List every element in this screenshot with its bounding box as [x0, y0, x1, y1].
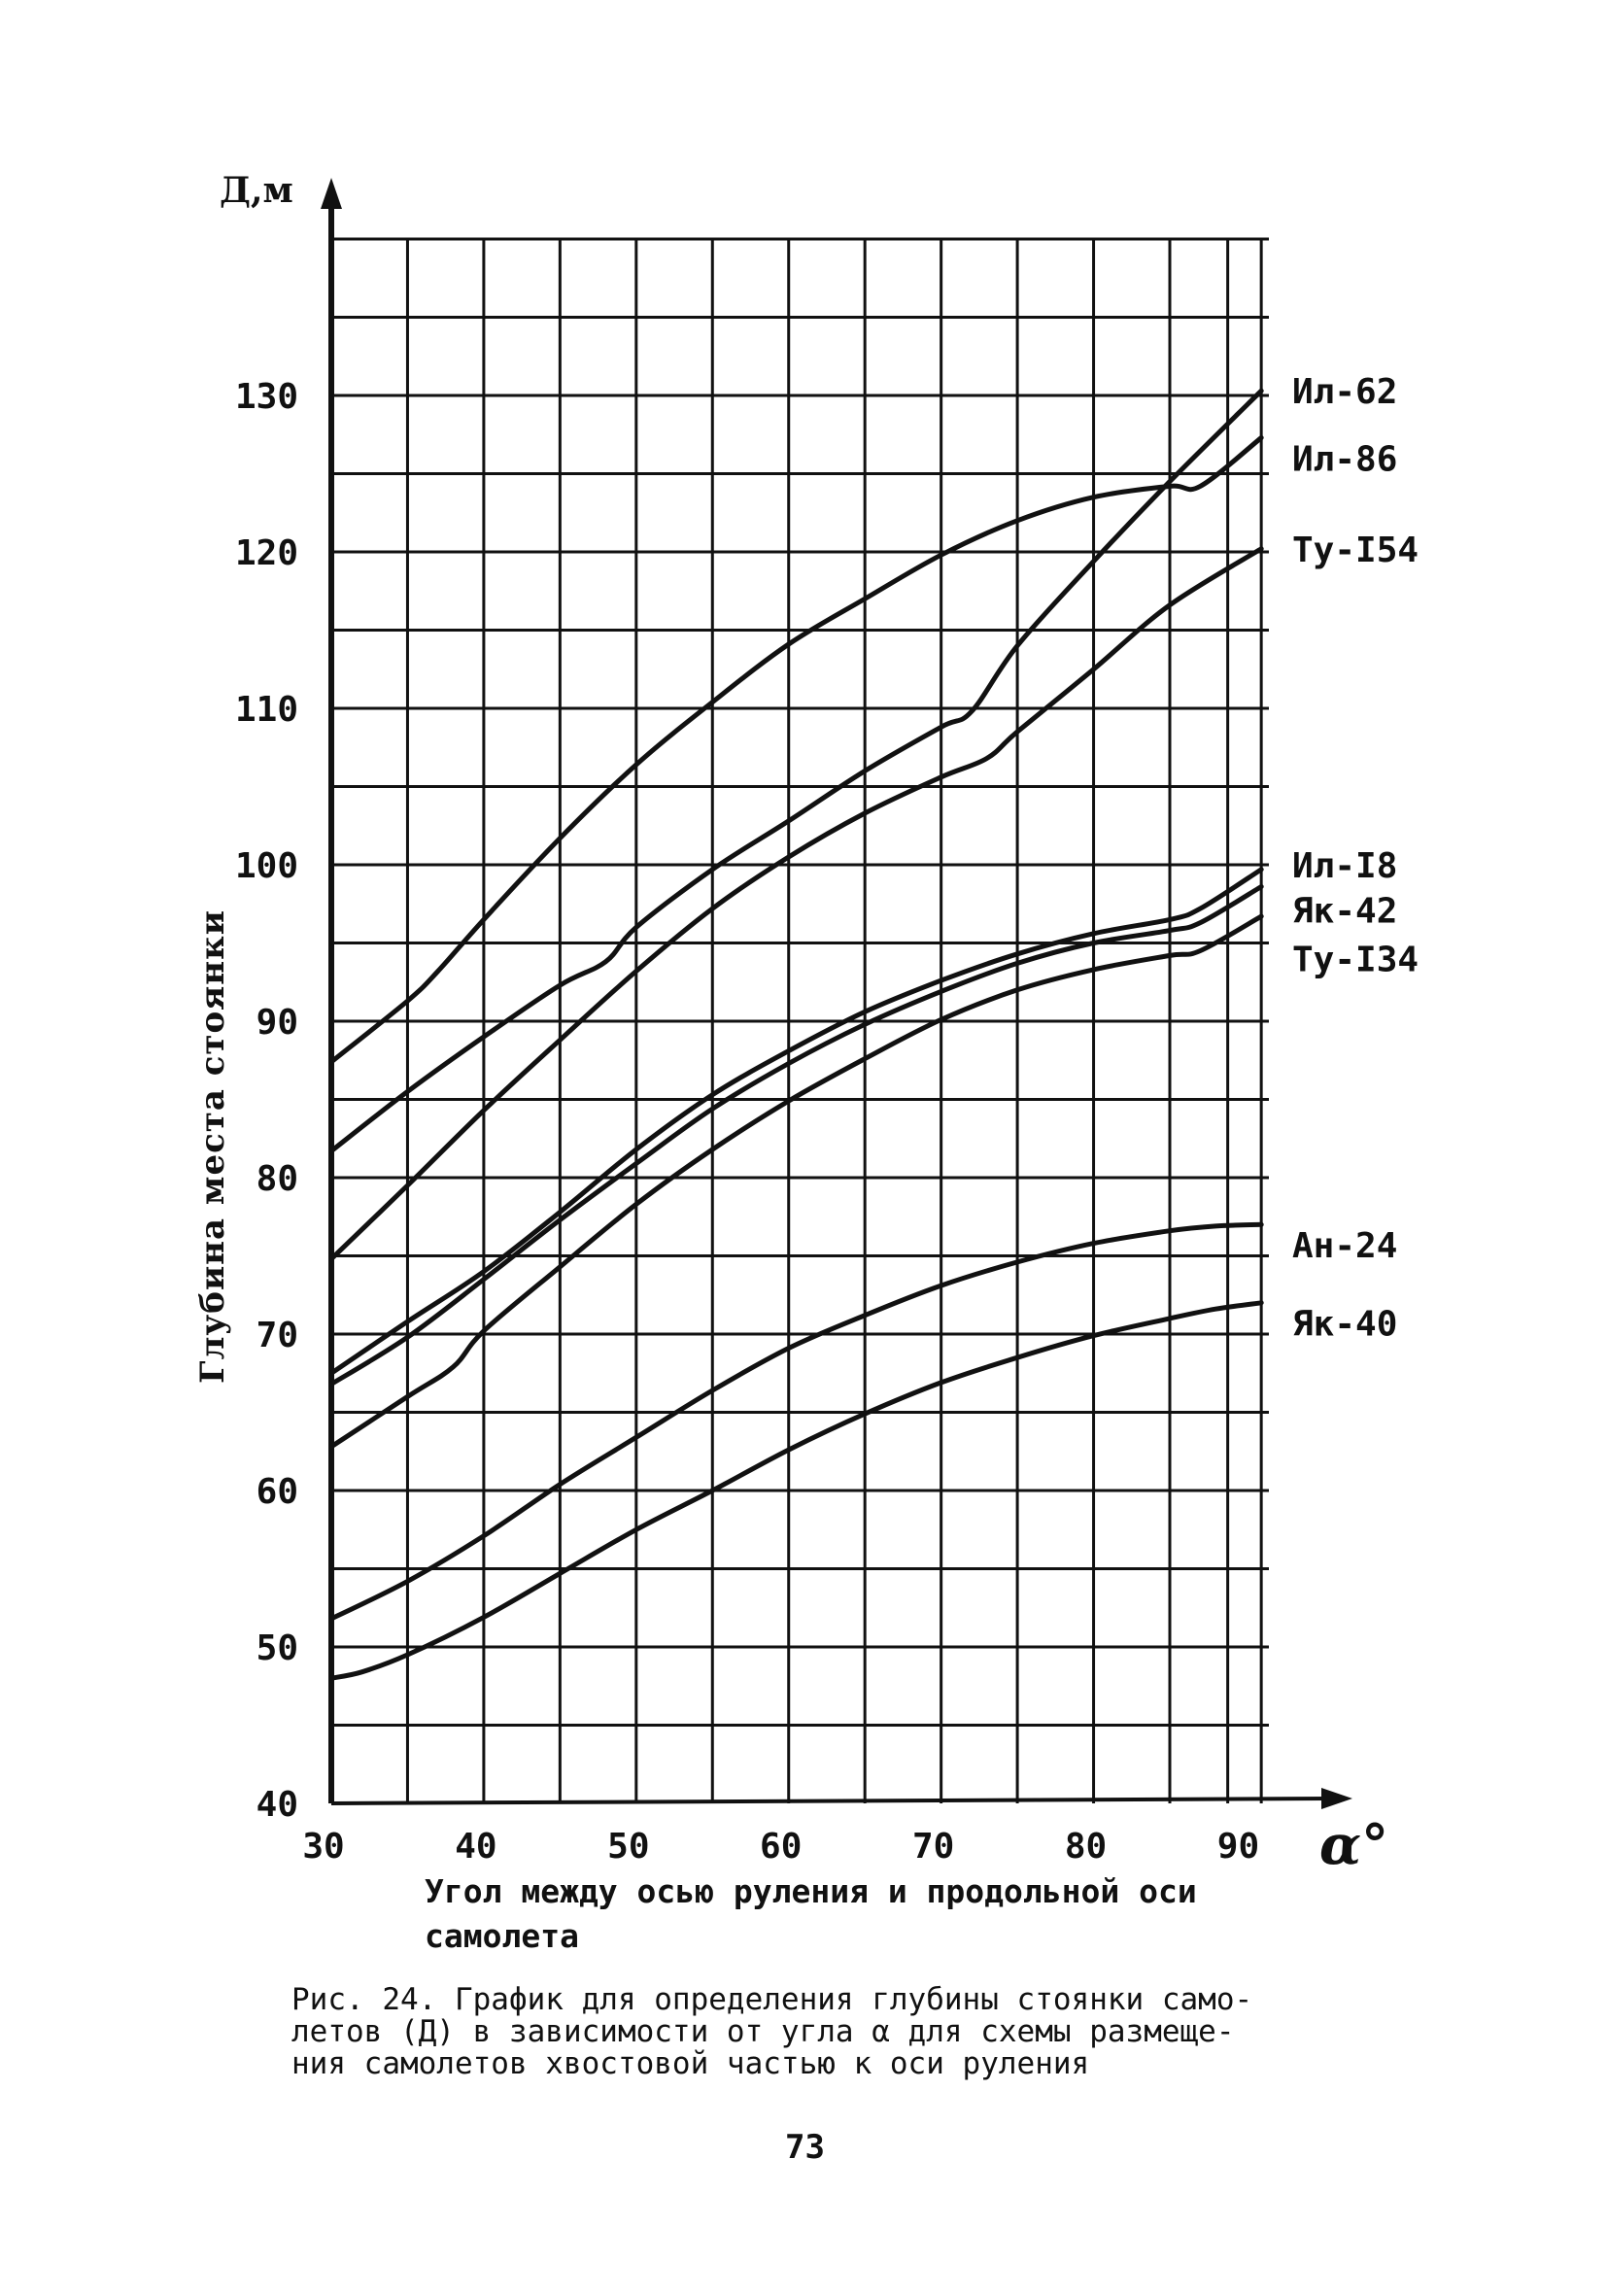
series-label: Як-42	[1292, 892, 1397, 932]
series-line	[328, 867, 1264, 1376]
y-tick-label: 40	[256, 1785, 298, 1825]
series-label: Як-40	[1292, 1305, 1397, 1345]
x-tick-labels: 30 40 50 60 70 80 90	[302, 1827, 1259, 1867]
x-axis-symbol: α°	[1319, 1813, 1388, 1877]
x-tick-label: 60	[760, 1827, 802, 1867]
series-line	[328, 913, 1264, 1450]
y-tick-label: 60	[256, 1472, 298, 1512]
y-tick-label: 90	[256, 1003, 298, 1043]
chart-grid	[331, 237, 1269, 1803]
y-tick-label: 70	[256, 1316, 298, 1355]
series-line	[328, 388, 1264, 1154]
y-tick-label: 100	[235, 846, 298, 886]
y-tick-label: 110	[235, 690, 298, 730]
series-labels: Ил-62 Ил-86 Ту-I54 Ил-I8 Як-42 Ту-I34 Ан-24 Як-…	[1292, 372, 1419, 1345]
x-tick-label: 50	[607, 1827, 649, 1867]
series-label: Ан-24	[1292, 1226, 1397, 1266]
y-tick-label: 120	[235, 533, 298, 573]
x-axis-line	[330, 1797, 1330, 1805]
x-tick-label: 80	[1065, 1827, 1107, 1867]
y-tick-label: 50	[256, 1628, 298, 1668]
series-line	[328, 435, 1264, 1065]
x-axis-arrow	[1321, 1788, 1352, 1809]
x-axis-title: Угол между осью руления и продольной оси…	[425, 1869, 1299, 1959]
y-axis-unit-label: Д,м	[220, 170, 293, 211]
x-axis-title-line-2: самолета	[425, 1917, 579, 1955]
x-tick-label: 70	[912, 1827, 954, 1867]
x-tick-label: 90	[1217, 1827, 1259, 1867]
y-tick-label: 130	[235, 377, 298, 417]
series-label: Ил-86	[1292, 439, 1397, 479]
series-line	[328, 1300, 1264, 1681]
series-label: Ту-I34	[1292, 941, 1419, 980]
page-number: 73	[785, 2128, 825, 2167]
caption-line-1: Рис. 24. График для определения глубины …	[291, 1982, 1253, 2017]
series-line	[328, 884, 1264, 1387]
series-line	[328, 1221, 1264, 1622]
y-tick-labels: 40 50 60 70 80 90 100 110 120 130	[235, 377, 298, 1825]
chart-axes	[321, 178, 1352, 1809]
figure-caption: Рис. 24. График для определения глубины …	[291, 1984, 1419, 2080]
x-tick-label: 40	[455, 1827, 496, 1867]
caption-line-2: летов (Д) в зависимости от угла α для сх…	[291, 2014, 1235, 2049]
series-label: Ил-62	[1292, 372, 1397, 412]
series-label: Ил-I8	[1292, 846, 1397, 886]
series-line	[328, 546, 1264, 1262]
series-label: Ту-I54	[1292, 531, 1419, 570]
series-lines	[328, 388, 1264, 1681]
y-axis-arrow	[321, 178, 342, 209]
caption-line-3: ния самолетов хвостовой частью к оси рул…	[291, 2046, 1090, 2081]
y-axis-title: Глубина места стоянки	[193, 909, 232, 1384]
y-tick-label: 80	[256, 1159, 298, 1199]
x-tick-label: 30	[302, 1827, 344, 1867]
x-axis-title-line-1: Угол между осью руления и продольной оси	[425, 1872, 1197, 1910]
